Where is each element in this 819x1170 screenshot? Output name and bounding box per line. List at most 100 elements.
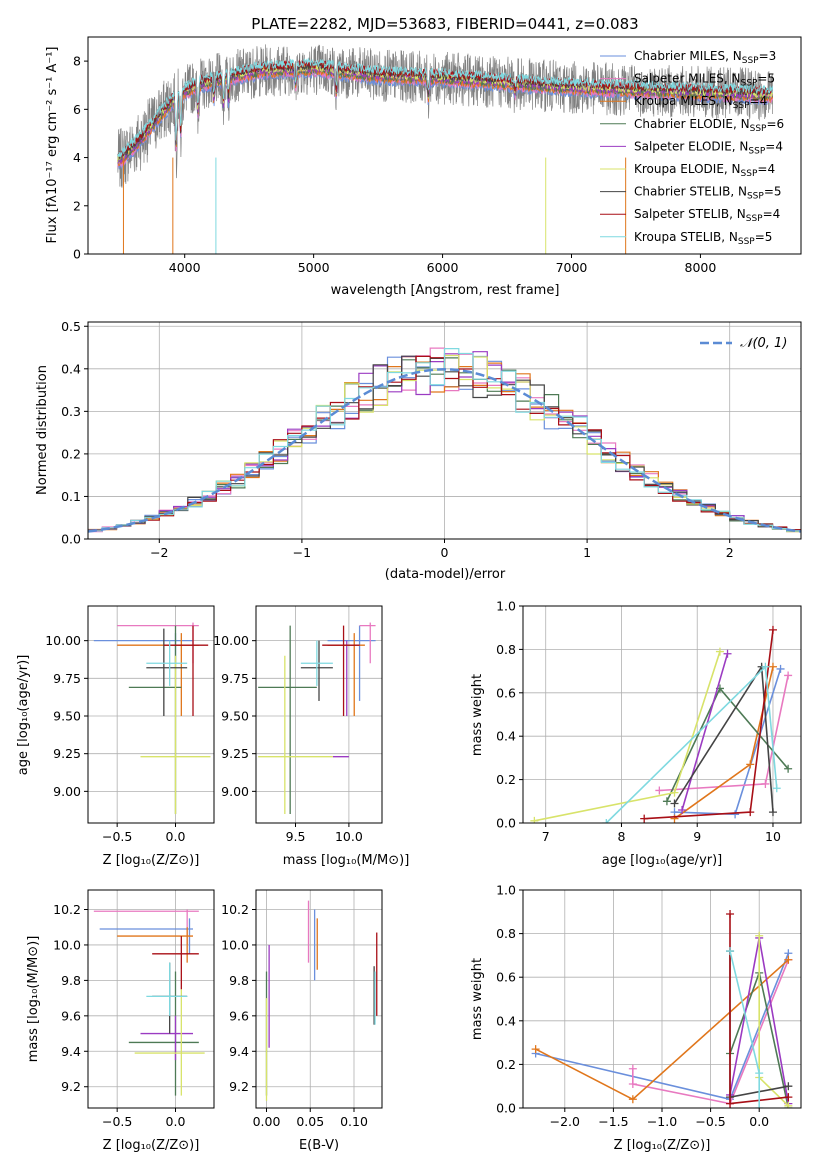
y-tick-label: 1.0 — [496, 883, 516, 898]
mass-weight-marker — [761, 662, 770, 671]
mass_vs_ebv-plot-area — [265, 900, 378, 1101]
y-tick-label: 0.8 — [496, 926, 516, 941]
legend-entry: Chabrier MILES, NSSP=3 — [634, 49, 776, 66]
normal-curve-line — [88, 368, 801, 533]
x-tick-label: 2 — [726, 545, 734, 560]
y-tick-label: 0.8 — [496, 642, 516, 657]
mass-weight-series-line — [681, 653, 729, 811]
y-tick-label: 9.00 — [221, 784, 249, 799]
axes-frame — [87, 889, 215, 1109]
mass-weight-marker — [715, 647, 724, 656]
y-tick-label: 9.50 — [53, 709, 81, 724]
x-axis-label: mass [log₁₀(M/M⊙)] — [283, 853, 410, 868]
mass-weight-marker — [670, 788, 679, 797]
y-tick-label: 0.4 — [496, 1013, 516, 1028]
mass-weight-marker — [530, 816, 539, 823]
y-tick-label: 9.25 — [53, 746, 81, 761]
mass-weight-marker — [768, 625, 777, 634]
mass-weight-marker — [531, 1045, 540, 1054]
y-tick-label: 8 — [73, 54, 81, 69]
x-tick-label: −0.5 — [695, 1114, 725, 1129]
y-tick-label: 9.75 — [53, 671, 81, 686]
y-tick-label: 10.0 — [53, 937, 81, 952]
age_vs_Z-axes — [84, 606, 214, 827]
axes-frame — [87, 36, 802, 255]
x-tick-label: 5000 — [298, 260, 330, 275]
massweight_vs_age-plot-area — [530, 625, 793, 823]
y-tick-label: 9.75 — [221, 671, 249, 686]
mass-weight-marker — [784, 764, 793, 773]
y-axis-label: Normed distribution — [35, 365, 50, 495]
mass-weight-marker — [746, 808, 755, 817]
y-tick-label: 9.8 — [61, 973, 81, 988]
y-tick-label: 9.8 — [229, 973, 249, 988]
mass-weight-marker — [746, 760, 755, 769]
x-tick-label: −1 — [293, 545, 311, 560]
legend-entry: Salpeter ELODIE, NSSP=4 — [634, 139, 783, 156]
y-tick-label: 9.2 — [229, 1079, 249, 1094]
legend-entry: Kroupa ELODIE, NSSP=4 — [634, 162, 775, 179]
y-axis-label: mass weight — [470, 674, 485, 756]
legend-entry: Salpeter STELIB, NSSP=4 — [634, 207, 780, 224]
x-tick-label: 8000 — [685, 260, 717, 275]
mass-weight-series-line — [729, 950, 760, 1108]
mass-weight-marker — [768, 808, 777, 817]
mass-weight-marker — [640, 814, 649, 823]
y-axis-label: mass [log₁₀(M/M⊙)] — [26, 936, 41, 1063]
y-tick-label: 0.2 — [61, 446, 81, 461]
x-tick-label: 10.0 — [335, 829, 363, 844]
y-tick-label: 10.00 — [45, 633, 81, 648]
mass-weight-marker — [726, 1099, 735, 1108]
x-tick-label: 9 — [693, 829, 701, 844]
x-tick-label: 1 — [583, 545, 591, 560]
x-tick-label: −2 — [150, 545, 168, 560]
mass-weight-marker — [678, 805, 687, 814]
y-tick-label: 9.25 — [221, 746, 249, 761]
legend-entry: 𝒩(0, 1) — [740, 336, 787, 351]
mass-weight-marker — [662, 797, 671, 806]
residuals-axes — [84, 322, 801, 543]
y-tick-label: 0.3 — [61, 404, 81, 419]
x-tick-label: 0.00 — [253, 1114, 281, 1129]
spectrum-axes — [84, 60, 701, 258]
residuals-plot-area — [88, 347, 801, 533]
y-tick-label: 0 — [73, 247, 81, 262]
mass-weight-marker — [628, 1095, 637, 1104]
mass-weight-marker — [784, 1082, 793, 1091]
y-tick-label: 4 — [73, 150, 81, 165]
mass_vs_Z-plot-area — [93, 909, 205, 1096]
mass-weight-marker — [602, 819, 611, 823]
y-tick-label: 10.0 — [221, 937, 249, 952]
x-tick-label: 0.10 — [340, 1114, 368, 1129]
axes-frame — [87, 605, 215, 824]
mass-weight-marker — [784, 1101, 793, 1108]
mass-weight-marker — [726, 947, 735, 956]
legend-entry: Chabrier ELODIE, NSSP=6 — [634, 117, 784, 134]
x-axis-label: age [log₁₀(age/yr)] — [602, 853, 723, 868]
y-axis-label: mass weight — [470, 958, 485, 1040]
x-tick-label: 0.0 — [166, 1114, 186, 1129]
age_vs_mass-axes — [252, 606, 382, 827]
y-tick-label: 9.00 — [53, 784, 81, 799]
mass-weight-marker — [755, 1104, 764, 1108]
mass-weight-marker — [755, 931, 764, 940]
x-tick-label: −1.5 — [598, 1114, 628, 1129]
y-tick-label: 0.2 — [496, 1057, 516, 1072]
y-tick-label: 0.0 — [61, 532, 81, 547]
y-tick-label: 9.6 — [61, 1008, 81, 1023]
y-tick-label: 9.4 — [229, 1044, 249, 1059]
x-tick-label: 0 — [441, 545, 449, 560]
x-tick-label: −1.0 — [647, 1114, 677, 1129]
x-tick-label: 0.0 — [166, 829, 186, 844]
y-tick-label: 10.00 — [213, 633, 249, 648]
y-axis-label: Flux [fλ10⁻¹⁷ erg cm⁻² s⁻¹ A⁻¹] — [45, 47, 60, 244]
mass-weight-marker — [628, 1080, 637, 1089]
axes-frame — [87, 321, 802, 540]
mass-weight-marker — [726, 909, 735, 918]
x-tick-label: 7 — [542, 829, 550, 844]
y-tick-label: 9.4 — [61, 1044, 81, 1059]
mass-weight-marker — [628, 1064, 637, 1073]
mass-weight-marker — [755, 1069, 764, 1078]
age_vs_Z-plot-area — [93, 622, 211, 814]
y-tick-label: 9.2 — [61, 1079, 81, 1094]
